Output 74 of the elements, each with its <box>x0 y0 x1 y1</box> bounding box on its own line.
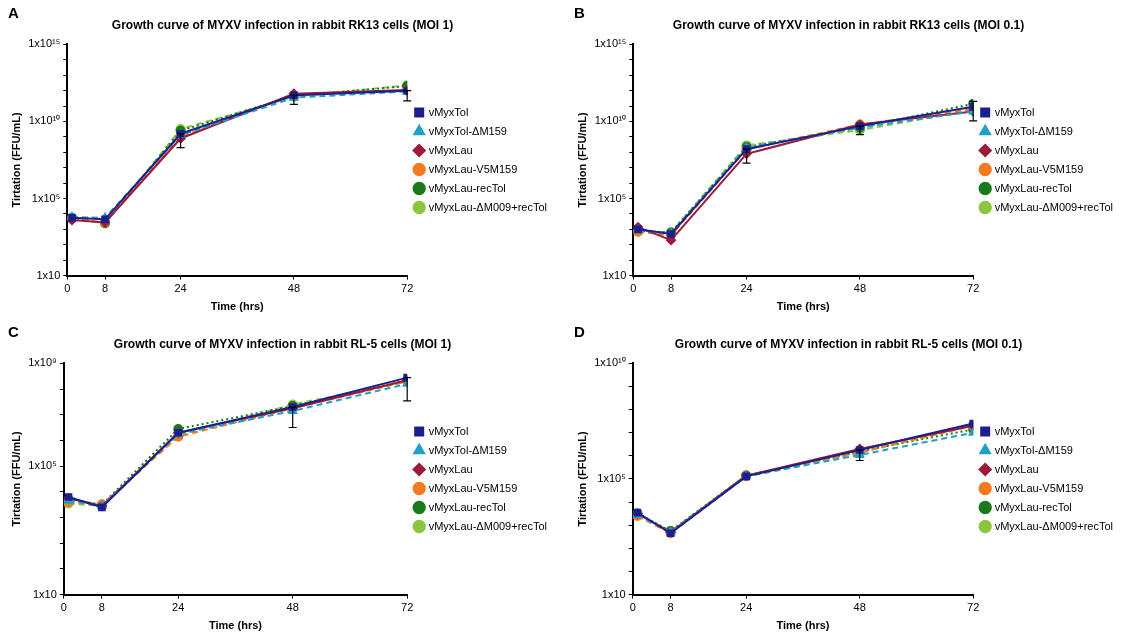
y-tick-label: 1x10⁵ <box>597 472 626 485</box>
legend-label: vMyxLau-V5M159 <box>994 162 1084 175</box>
chart-title: Growth curve of MYXV infection in rabbit RL-5 cells (MOI 1) <box>113 336 452 351</box>
legend-label: vMyxLau-recTol <box>994 500 1072 513</box>
x-tick-label: 0 <box>630 282 637 295</box>
y-tick-label: 1x10¹⁵ <box>594 37 627 50</box>
legend-label: vMyxLau-V5M159 <box>994 481 1084 494</box>
legend-label: vMyxLau-ΔM009+recTol <box>994 519 1113 532</box>
legend-label: vMyxLau-ΔM009+recTol <box>428 200 547 213</box>
text: D <box>574 322 585 340</box>
legend-label: vMyxLau <box>428 462 473 475</box>
x-tick-label: 24 <box>740 282 753 295</box>
y-tick-label: 1x10¹⁰ <box>28 114 61 127</box>
legend-label: vMyxTol-ΔM159 <box>994 124 1073 137</box>
x-tick-label: 48 <box>853 601 866 614</box>
x-tick-label: 8 <box>98 601 105 614</box>
y-tick-label: 1x10⁹ <box>28 356 57 369</box>
x-axis-title: Time (hrs) <box>776 300 831 313</box>
y-tick-label: 1x10¹⁰ <box>594 356 626 369</box>
legend-label: vMyxTol-ΔM159 <box>428 124 507 137</box>
legend-label: vMyxTol <box>428 105 469 118</box>
x-tick-label: 8 <box>667 282 675 295</box>
y-axis-title: Tirtation (FFU/mL) <box>575 112 588 208</box>
legend-label: vMyxLau-ΔM009+recTol <box>428 519 547 532</box>
x-tick-label: 72 <box>401 282 414 295</box>
x-tick-label: 24 <box>172 601 185 614</box>
x-tick-label: 24 <box>174 282 187 295</box>
y-axis-title: Tirtation (FFU/mL) <box>9 112 22 208</box>
x-tick-label: 72 <box>967 601 980 614</box>
legend-label: vMyxLau <box>994 462 1039 475</box>
x-tick-label: 48 <box>853 282 867 295</box>
y-axis-title: Tirtation (FFU/mL) <box>575 431 588 527</box>
y-tick-label: 1x10⁵ <box>31 191 61 204</box>
x-tick-label: 24 <box>740 601 753 614</box>
text: A <box>8 3 19 21</box>
text: C <box>8 322 19 340</box>
x-tick-label: 0 <box>60 601 67 614</box>
x-tick-label: 0 <box>64 282 71 295</box>
legend-label: vMyxTol-ΔM159 <box>994 443 1073 456</box>
x-axis-title: Time (hrs) <box>208 619 263 632</box>
legend-label: vMyxTol <box>994 105 1035 118</box>
y-tick-label: 1x10 <box>32 587 57 600</box>
y-tick-label: 1x10 <box>601 587 626 600</box>
y-tick-label: 1x10 <box>602 268 627 281</box>
legend-label: vMyxTol-ΔM159 <box>428 443 507 456</box>
y-axis-title: Tirtation (FFU/mL) <box>9 431 22 527</box>
legend-label: vMyxTol <box>994 424 1035 437</box>
chart-title: Growth curve of MYXV infection in rabbit RL-5 cells (MOI 0.1) <box>674 336 1023 351</box>
legend-label: vMyxLau-ΔM009+recTol <box>994 200 1113 213</box>
legend-label: vMyxLau-V5M159 <box>428 162 518 175</box>
y-tick-label: 1x10¹⁵ <box>28 37 61 50</box>
legend-label: vMyxLau <box>994 143 1039 156</box>
x-axis-title: Time (hrs) <box>210 300 265 313</box>
x-axis-title: Time (hrs) <box>776 619 830 632</box>
y-tick-label: 1x10⁵ <box>597 191 627 204</box>
legend-label: vMyxLau-recTol <box>994 181 1072 194</box>
x-tick-label: 8 <box>101 282 109 295</box>
chart-title: Growth curve of MYXV infection in rabbit RK13 cells (MOI 1) <box>111 17 454 32</box>
x-tick-label: 48 <box>286 601 299 614</box>
y-tick-label: 1x10⁵ <box>28 459 57 472</box>
y-tick-label: 1x10¹⁰ <box>594 114 627 127</box>
x-tick-label: 0 <box>629 601 636 614</box>
x-tick-label: 72 <box>967 282 980 295</box>
legend-label: vMyxLau-recTol <box>428 500 506 513</box>
x-tick-label: 72 <box>401 601 414 614</box>
text: B <box>574 3 585 21</box>
chart-title: Growth curve of MYXV infection in rabbit RK13 cells (MOI 0.1) <box>672 17 1025 32</box>
legend-label: vMyxLau-V5M159 <box>428 481 518 494</box>
legend-label: vMyxLau <box>428 143 473 156</box>
x-tick-label: 8 <box>667 601 674 614</box>
legend-label: vMyxTol <box>428 424 469 437</box>
y-tick-label: 1x10 <box>36 268 61 281</box>
x-tick-label: 48 <box>287 282 301 295</box>
legend-label: vMyxLau-recTol <box>428 181 506 194</box>
